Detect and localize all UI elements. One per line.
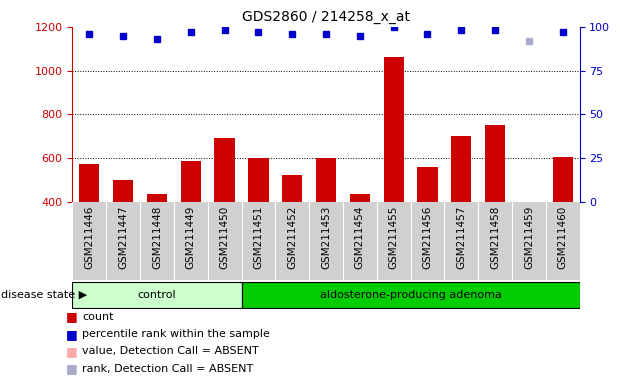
Text: GSM211455: GSM211455: [389, 205, 399, 269]
Text: GSM211452: GSM211452: [287, 205, 297, 269]
Text: GSM211459: GSM211459: [524, 205, 534, 269]
Bar: [113, 180, 134, 202]
Bar: [384, 58, 404, 202]
FancyBboxPatch shape: [241, 282, 580, 308]
Bar: [316, 158, 336, 202]
Text: GSM211446: GSM211446: [84, 205, 94, 269]
Text: ■: ■: [66, 328, 78, 341]
Text: value, Detection Call = ABSENT: value, Detection Call = ABSENT: [82, 346, 259, 356]
Text: GSM211448: GSM211448: [152, 205, 162, 269]
Text: ■: ■: [66, 345, 78, 358]
Bar: [181, 161, 201, 202]
Text: disease state ▶: disease state ▶: [1, 290, 88, 300]
Bar: [350, 194, 370, 202]
Text: GSM211457: GSM211457: [456, 205, 466, 269]
Text: percentile rank within the sample: percentile rank within the sample: [82, 329, 270, 339]
Text: ■: ■: [66, 362, 78, 375]
Bar: [553, 157, 573, 202]
Text: GSM211458: GSM211458: [490, 205, 500, 269]
Bar: [518, 202, 539, 204]
Bar: [282, 175, 302, 202]
Text: GSM211456: GSM211456: [423, 205, 432, 269]
Bar: [214, 138, 235, 202]
Text: GSM211447: GSM211447: [118, 205, 128, 269]
Text: GSM211450: GSM211450: [220, 205, 229, 269]
Text: GSM211454: GSM211454: [355, 205, 365, 269]
Text: GSM211453: GSM211453: [321, 205, 331, 269]
Bar: [79, 164, 100, 202]
Text: rank, Detection Call = ABSENT: rank, Detection Call = ABSENT: [82, 364, 253, 374]
Text: GSM211449: GSM211449: [186, 205, 196, 269]
Bar: [417, 167, 438, 202]
Bar: [248, 158, 268, 202]
FancyBboxPatch shape: [72, 282, 241, 308]
Text: GSM211451: GSM211451: [253, 205, 263, 269]
Text: GSM211460: GSM211460: [558, 205, 568, 269]
Bar: [485, 125, 505, 202]
Bar: [147, 194, 167, 202]
Text: count: count: [82, 312, 113, 322]
Title: GDS2860 / 214258_x_at: GDS2860 / 214258_x_at: [242, 10, 410, 25]
Text: control: control: [138, 290, 176, 300]
Text: ■: ■: [66, 310, 78, 323]
Bar: [451, 136, 471, 202]
Text: aldosterone-producing adenoma: aldosterone-producing adenoma: [319, 290, 501, 300]
